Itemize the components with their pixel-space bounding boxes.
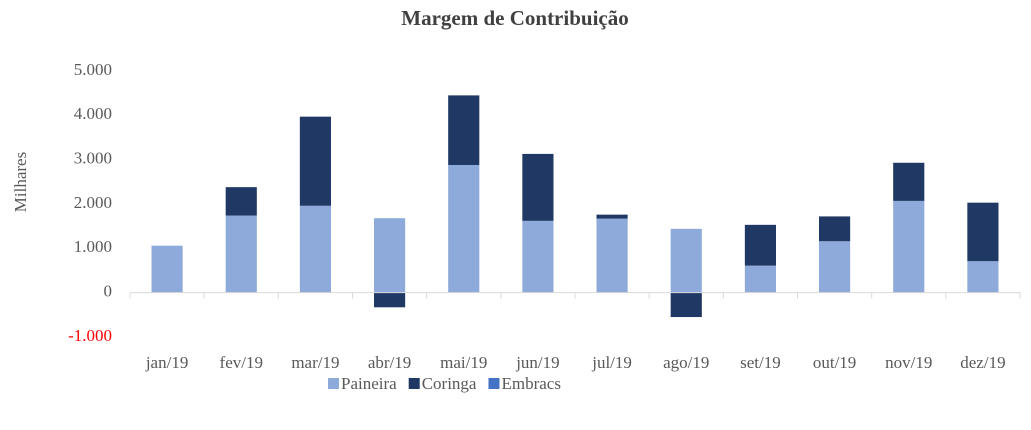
bar-segment (225, 215, 257, 293)
bar-segment (374, 218, 406, 293)
bar-segment (596, 218, 628, 293)
bar-segment (522, 220, 554, 293)
bar-segment (299, 205, 331, 293)
y-tick-label: 5.000 (74, 60, 112, 79)
x-tick-label: mar/19 (291, 353, 339, 372)
y-tick-label: 0 (104, 282, 113, 301)
x-tick-label: ago/19 (663, 353, 709, 372)
y-tick-label: 3.000 (74, 149, 112, 168)
x-tick-label: mai/19 (440, 353, 487, 372)
bar-segment (448, 164, 480, 293)
bar-segment (374, 292, 406, 308)
bar-segment (744, 265, 776, 293)
x-tick-label: jul/19 (591, 353, 632, 372)
legend-swatch (488, 378, 500, 389)
legend-label: Embracs (501, 374, 560, 393)
x-tick-label: fev/19 (220, 353, 263, 372)
x-tick-label: out/19 (813, 353, 856, 372)
legend-swatch (408, 378, 420, 389)
bar-segment (448, 95, 480, 165)
y-axis-title: Milhares (11, 152, 30, 212)
x-tick-label: nov/19 (885, 353, 932, 372)
x-tick-label: set/19 (740, 353, 781, 372)
x-tick-label: jan/19 (145, 353, 189, 372)
chart-title: Margem de Contribuição (401, 6, 628, 30)
bar-segment (225, 187, 257, 216)
x-tick-label: abr/19 (368, 353, 411, 372)
bar-segment (744, 224, 776, 266)
legend-swatch (328, 378, 339, 389)
bar-segment (967, 261, 999, 293)
legend-label: Paineira (341, 374, 397, 393)
bar-segment (967, 202, 999, 262)
y-tick-label: 2.000 (74, 193, 112, 212)
bar-segment (670, 292, 702, 318)
y-tick-label: 1.000 (74, 237, 112, 256)
bar-segment (819, 216, 851, 242)
y-tick-label: -1.000 (68, 326, 112, 345)
bar-segment (522, 153, 554, 221)
bar-segment (819, 241, 851, 293)
x-tick-label: jun/19 (515, 353, 559, 372)
bar-segment (596, 214, 628, 219)
x-tick-label: dez/19 (960, 353, 1005, 372)
bar-segment (893, 162, 925, 201)
bar-segment (299, 116, 331, 206)
y-tick-label: 4.000 (74, 104, 112, 123)
bar-segment (151, 245, 183, 293)
bar-segment (893, 200, 925, 293)
legend-label: Coringa (422, 374, 477, 393)
bar-segment (670, 228, 702, 293)
